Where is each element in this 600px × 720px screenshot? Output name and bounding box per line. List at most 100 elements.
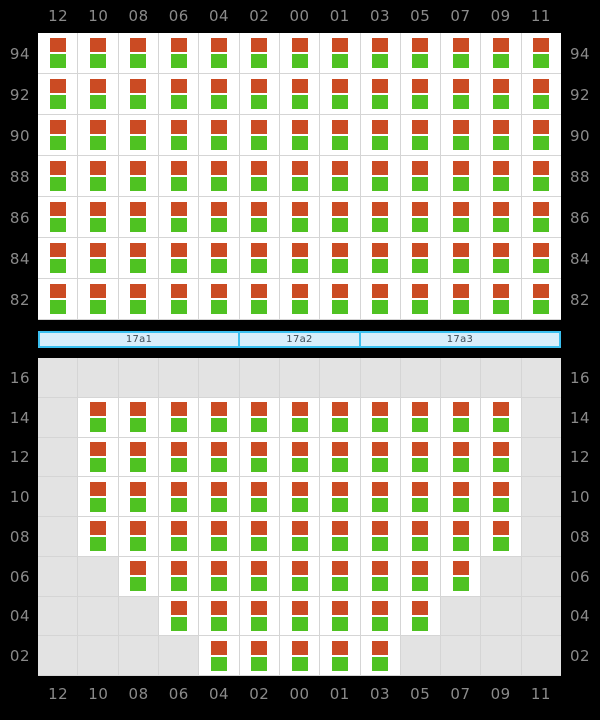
grid-cell-filled[interactable] (118, 517, 159, 557)
grid-cell-filled[interactable] (239, 556, 280, 597)
grid-cell-filled[interactable] (320, 156, 361, 197)
grid-cell-filled[interactable] (199, 197, 240, 238)
grid-cell-filled[interactable] (279, 115, 321, 156)
grid-cell-filled[interactable] (279, 397, 321, 438)
grid-cell-filled[interactable] (38, 115, 79, 156)
grid-cell-filled[interactable] (239, 197, 280, 238)
grid-cell-filled[interactable] (158, 33, 200, 74)
band-segment-17a3[interactable]: 17a3 (360, 333, 559, 346)
segment-band[interactable]: 17a1 17a2 17a3 (38, 331, 561, 348)
grid-cell-filled[interactable] (118, 74, 159, 115)
grid-cell-filled[interactable] (400, 556, 442, 597)
grid-cell-filled[interactable] (199, 115, 240, 156)
grid-cell-filled[interactable] (239, 397, 280, 438)
grid-cell-filled[interactable] (78, 437, 119, 478)
grid-cell-filled[interactable] (521, 74, 562, 115)
grid-cell-filled[interactable] (320, 437, 361, 478)
grid-cell-filled[interactable] (400, 517, 442, 557)
grid-cell-filled[interactable] (78, 33, 119, 74)
grid-cell-filled[interactable] (38, 197, 79, 238)
grid-cell-filled[interactable] (118, 397, 159, 438)
grid-cell-filled[interactable] (38, 74, 79, 115)
grid-cell-filled[interactable] (481, 156, 522, 197)
grid-cell-filled[interactable] (279, 279, 321, 320)
grid-cell-filled[interactable] (400, 437, 442, 478)
grid-cell-filled[interactable] (279, 556, 321, 597)
grid-cell-filled[interactable] (78, 279, 119, 320)
grid-cell-filled[interactable] (78, 517, 119, 557)
grid-cell-filled[interactable] (400, 115, 442, 156)
grid-cell-filled[interactable] (481, 238, 522, 279)
grid-cell-filled[interactable] (360, 556, 401, 597)
grid-cell-filled[interactable] (239, 33, 280, 74)
grid-cell-filled[interactable] (320, 197, 361, 238)
grid-cell-filled[interactable] (279, 477, 321, 517)
grid-cell-filled[interactable] (158, 115, 200, 156)
grid-cell-filled[interactable] (158, 556, 200, 597)
grid-cell-filled[interactable] (279, 74, 321, 115)
grid-cell-filled[interactable] (441, 33, 482, 74)
grid-cell-filled[interactable] (118, 33, 159, 74)
grid-cell-filled[interactable] (400, 397, 442, 438)
grid-cell-filled[interactable] (78, 115, 119, 156)
grid-cell-filled[interactable] (279, 238, 321, 279)
grid-cell-filled[interactable] (320, 636, 361, 676)
grid-cell-filled[interactable] (199, 238, 240, 279)
grid-cell-filled[interactable] (158, 437, 200, 478)
grid-cell-filled[interactable] (360, 156, 401, 197)
grid-cell-filled[interactable] (360, 74, 401, 115)
grid-cell-filled[interactable] (441, 279, 482, 320)
grid-cell-filled[interactable] (320, 517, 361, 557)
grid-cell-filled[interactable] (360, 397, 401, 438)
grid-cell-filled[interactable] (400, 197, 442, 238)
grid-cell-filled[interactable] (521, 33, 562, 74)
grid-cell-filled[interactable] (400, 156, 442, 197)
grid-cell-filled[interactable] (199, 279, 240, 320)
grid-cell-filled[interactable] (199, 397, 240, 438)
grid-cell-filled[interactable] (521, 197, 562, 238)
upper-grid[interactable] (38, 33, 562, 320)
grid-cell-filled[interactable] (239, 279, 280, 320)
grid-cell-filled[interactable] (279, 33, 321, 74)
grid-cell-filled[interactable] (78, 156, 119, 197)
grid-cell-filled[interactable] (158, 238, 200, 279)
grid-cell-filled[interactable] (441, 517, 482, 557)
grid-cell-filled[interactable] (481, 279, 522, 320)
grid-cell-filled[interactable] (239, 437, 280, 478)
grid-cell-filled[interactable] (118, 437, 159, 478)
grid-cell-filled[interactable] (481, 477, 522, 517)
grid-cell-filled[interactable] (521, 115, 562, 156)
grid-cell-filled[interactable] (279, 437, 321, 478)
grid-cell-filled[interactable] (38, 156, 79, 197)
grid-cell-filled[interactable] (118, 279, 159, 320)
grid-cell-filled[interactable] (118, 556, 159, 597)
grid-cell-filled[interactable] (481, 517, 522, 557)
grid-cell-filled[interactable] (279, 596, 321, 637)
grid-cell-filled[interactable] (118, 156, 159, 197)
grid-cell-filled[interactable] (279, 517, 321, 557)
grid-cell-filled[interactable] (441, 477, 482, 517)
lower-grid[interactable] (38, 358, 562, 676)
grid-cell-filled[interactable] (400, 477, 442, 517)
band-segment-17a1[interactable]: 17a1 (40, 333, 241, 346)
grid-cell-filled[interactable] (441, 197, 482, 238)
grid-cell-filled[interactable] (239, 477, 280, 517)
grid-cell-filled[interactable] (441, 156, 482, 197)
grid-cell-filled[interactable] (360, 197, 401, 238)
grid-cell-filled[interactable] (320, 397, 361, 438)
grid-cell-filled[interactable] (360, 115, 401, 156)
grid-cell-filled[interactable] (320, 596, 361, 637)
grid-cell-filled[interactable] (118, 238, 159, 279)
grid-cell-filled[interactable] (320, 556, 361, 597)
grid-cell-filled[interactable] (441, 556, 482, 597)
grid-cell-filled[interactable] (78, 238, 119, 279)
grid-cell-filled[interactable] (400, 596, 442, 637)
grid-cell-filled[interactable] (360, 437, 401, 478)
grid-cell-filled[interactable] (279, 636, 321, 676)
grid-cell-filled[interactable] (158, 397, 200, 438)
grid-cell-filled[interactable] (441, 115, 482, 156)
grid-cell-filled[interactable] (199, 517, 240, 557)
grid-cell-filled[interactable] (118, 115, 159, 156)
grid-cell-filled[interactable] (199, 437, 240, 478)
grid-cell-filled[interactable] (158, 156, 200, 197)
